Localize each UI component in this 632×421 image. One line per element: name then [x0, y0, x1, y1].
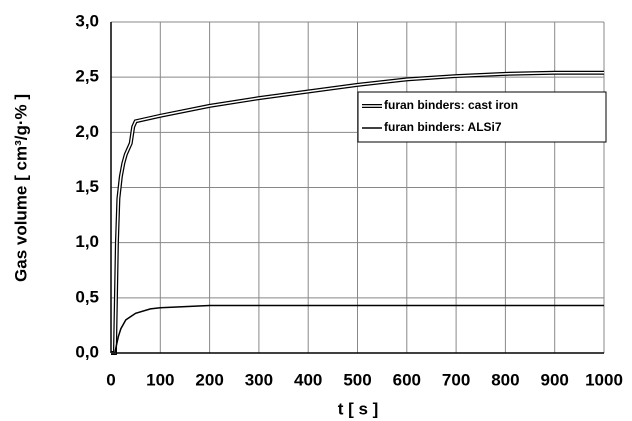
x-tick-label: 300: [245, 370, 273, 389]
y-tick-label: 0,0: [75, 342, 99, 361]
legend-label: furan binders: cast iron: [384, 98, 518, 112]
x-tick-label: 400: [294, 370, 322, 389]
legend-label: furan binders: ALSi7: [384, 120, 502, 134]
x-tick-label: 200: [195, 370, 223, 389]
x-tick-label: 600: [393, 370, 421, 389]
x-tick-label: 900: [541, 370, 569, 389]
x-tick-label: 1000: [585, 370, 623, 389]
x-tick-label: 500: [343, 370, 371, 389]
y-tick-label: 2,5: [75, 67, 99, 86]
y-tick-label: 0,5: [75, 287, 99, 306]
x-tick-label: 700: [442, 370, 470, 389]
y-tick-label: 1,0: [75, 232, 99, 251]
series-line: [111, 304, 604, 354]
y-tick-label: 1,5: [75, 177, 99, 196]
x-tick-label: 800: [491, 370, 519, 389]
x-axis-label: t [ s ]: [338, 399, 379, 418]
y-tick-label: 2,0: [75, 122, 99, 141]
y-axis-label: Gas volume [ cm³/g·% ]: [11, 94, 30, 282]
series-line-inner: [111, 72, 604, 354]
x-tick-label: 100: [146, 370, 174, 389]
legend-box: [357, 91, 607, 143]
x-tick-label: 0: [106, 370, 115, 389]
y-tick-label: 3,0: [75, 11, 99, 30]
